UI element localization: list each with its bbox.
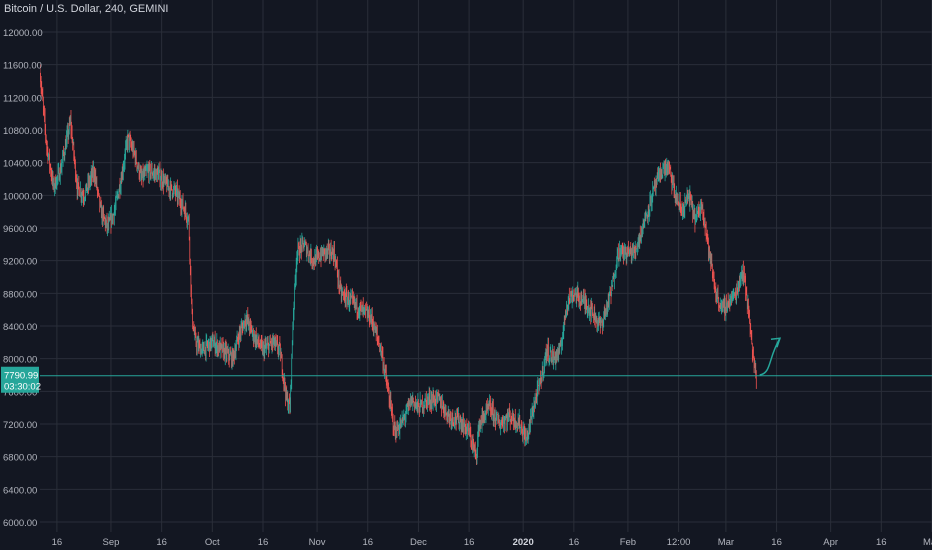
chart-title: Bitcoin / U.S. Dollar, 240, GEMINI <box>4 3 169 15</box>
price-tick-label: 7600.00 <box>3 387 37 398</box>
grid-horizontal <box>40 31 932 523</box>
time-tick-label: 16 <box>876 537 887 548</box>
price-tick-label: 8800.00 <box>3 289 37 300</box>
price-tick-label: 7200.00 <box>3 420 37 431</box>
price-tick-label: 10000.00 <box>3 191 43 202</box>
price-tag-countdown: 03:30:02 <box>4 382 41 393</box>
price-tag-box <box>1 366 39 393</box>
time-tick-label: Nov <box>309 537 326 548</box>
time-tick-label: May <box>923 537 932 548</box>
time-tick-label: 16 <box>156 537 167 548</box>
price-tick-label: 6000.00 <box>3 518 37 529</box>
price-tick-label: 9200.00 <box>3 257 37 268</box>
time-tick-label: 2020 <box>513 537 534 548</box>
time-tick-label: Oct <box>205 537 220 548</box>
time-tick-label: Feb <box>620 537 636 548</box>
candle-series <box>39 64 757 465</box>
price-tick-label: 6400.00 <box>3 485 37 496</box>
time-axis-bg <box>0 532 932 550</box>
time-tick-label: 16 <box>771 537 782 548</box>
time-tick-label: 12:00 <box>667 537 691 548</box>
time-tick-label: Sep <box>103 537 120 548</box>
time-tick-label: 16 <box>569 537 580 548</box>
time-tick-label: 16 <box>52 537 63 548</box>
price-tick-label: 8400.00 <box>3 322 37 333</box>
grid-vertical <box>56 0 932 532</box>
time-tick-label: Dec <box>410 537 427 548</box>
price-tick-label: 12000.00 <box>3 28 43 39</box>
time-axis[interactable]: 16 Sep 16 Oct 16 Nov 16 Dec 16 2020 16 Feb 12:00 Mar 1… <box>0 532 932 550</box>
arrow-annotation-icon[interactable] <box>759 337 781 376</box>
arrow-head-icon <box>770 337 782 348</box>
price-axis[interactable]: 12000.00 11600.00 11200.00 10800.00 10400.00… <box>0 0 43 532</box>
price-tick-label: 10800.00 <box>3 126 43 137</box>
price-tick-label: 10400.00 <box>3 159 43 170</box>
price-tick-label: 11200.00 <box>3 93 42 104</box>
price-tick-label: 9600.00 <box>3 224 37 235</box>
time-tick-label: 16 <box>362 537 373 548</box>
price-tag-value: 7790.99 <box>4 371 38 382</box>
price-tick-label: 8000.00 <box>3 355 37 366</box>
price-axis-bg <box>0 0 40 532</box>
time-tick-label: 16 <box>464 537 475 548</box>
time-tick-label: Mar <box>718 537 734 548</box>
time-tick-label: 16 <box>258 537 269 548</box>
price-tick-label: 6800.00 <box>3 453 37 464</box>
price-tick-label: 11600.00 <box>3 61 42 72</box>
time-tick-label: Apr <box>823 537 838 548</box>
